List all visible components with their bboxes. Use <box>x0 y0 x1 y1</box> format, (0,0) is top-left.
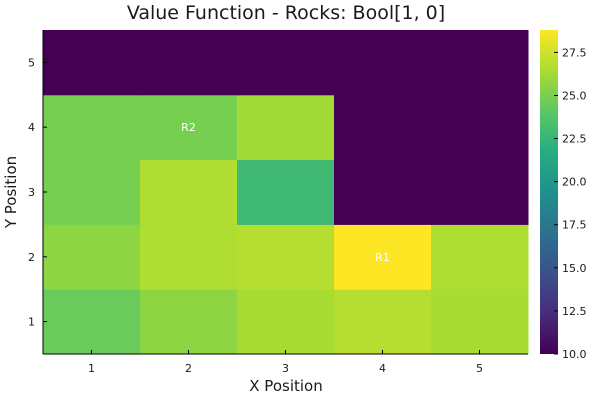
heatmap-cell <box>431 224 529 290</box>
heatmap-cell <box>43 289 141 355</box>
chart-title: Value Function - Rocks: Bool[1, 0] <box>127 2 445 24</box>
x-axis-label: X Position <box>249 377 322 395</box>
x-tick-label: 2 <box>185 362 192 375</box>
heatmap-cell <box>431 159 529 225</box>
x-tick-label: 3 <box>282 362 289 375</box>
cell-annotation: R1 <box>375 251 390 264</box>
y-tick-label: 5 <box>28 56 35 69</box>
y-tick-label: 1 <box>28 316 35 329</box>
colorbar-tick-label: 20.0 <box>562 176 587 189</box>
x-tick-label: 1 <box>88 362 95 375</box>
cell-annotation: R2 <box>181 121 196 134</box>
heatmap-cell <box>140 30 238 96</box>
colorbar-tick-label: 27.5 <box>562 46 587 59</box>
x-tick-label: 5 <box>476 362 483 375</box>
colorbar-tick-label: 17.5 <box>562 219 587 232</box>
heatmap-cell <box>237 30 335 96</box>
heatmap-cell <box>237 94 335 161</box>
y-tick-label: 4 <box>28 121 35 134</box>
colorbar-tick-label: 25.0 <box>562 89 587 102</box>
y-axis-label: Y Position <box>2 156 20 229</box>
heatmap-cell <box>237 159 335 225</box>
colorbar-gradient <box>540 30 558 354</box>
heatmap-cell <box>334 289 432 355</box>
heatmap-cell <box>334 159 432 225</box>
heatmap-cell <box>43 159 141 225</box>
heatmap-cell <box>43 94 141 161</box>
heatmap-cell <box>237 289 335 355</box>
heatmap-cell <box>140 94 238 161</box>
heatmap-cell <box>140 289 238 355</box>
y-tick-label: 3 <box>28 186 35 199</box>
heatmap-cell <box>140 159 238 225</box>
heatmap-cell <box>431 94 529 161</box>
colorbar-tick-label: 10.0 <box>562 348 587 361</box>
heatmap-cell <box>334 224 432 290</box>
heatmap-cell <box>43 224 141 290</box>
y-axis-ticks: 1 2 3 4 5 <box>28 56 47 329</box>
heatmap-cell <box>334 94 432 161</box>
heatmap-cell <box>431 30 529 96</box>
x-axis-ticks: 1 2 3 4 5 <box>88 350 483 375</box>
colorbar-tick-label: 22.5 <box>562 133 587 146</box>
colorbar-tick-label: 15.0 <box>562 262 587 275</box>
heatmap-cells <box>43 30 529 355</box>
y-tick-label: 2 <box>28 251 35 264</box>
heatmap-cell <box>140 224 238 290</box>
heatmap-cell <box>237 224 335 290</box>
colorbar: 10.0 12.5 15.0 17.5 20.0 22.5 25.0 27.5 <box>540 30 587 361</box>
heatmap-cell <box>431 289 529 355</box>
cell-annotations: R1 R2 <box>181 121 390 264</box>
heatmap-cell <box>43 30 141 96</box>
heatmap-cell <box>334 30 432 96</box>
colorbar-tick-label: 12.5 <box>562 305 587 318</box>
x-tick-label: 4 <box>379 362 386 375</box>
